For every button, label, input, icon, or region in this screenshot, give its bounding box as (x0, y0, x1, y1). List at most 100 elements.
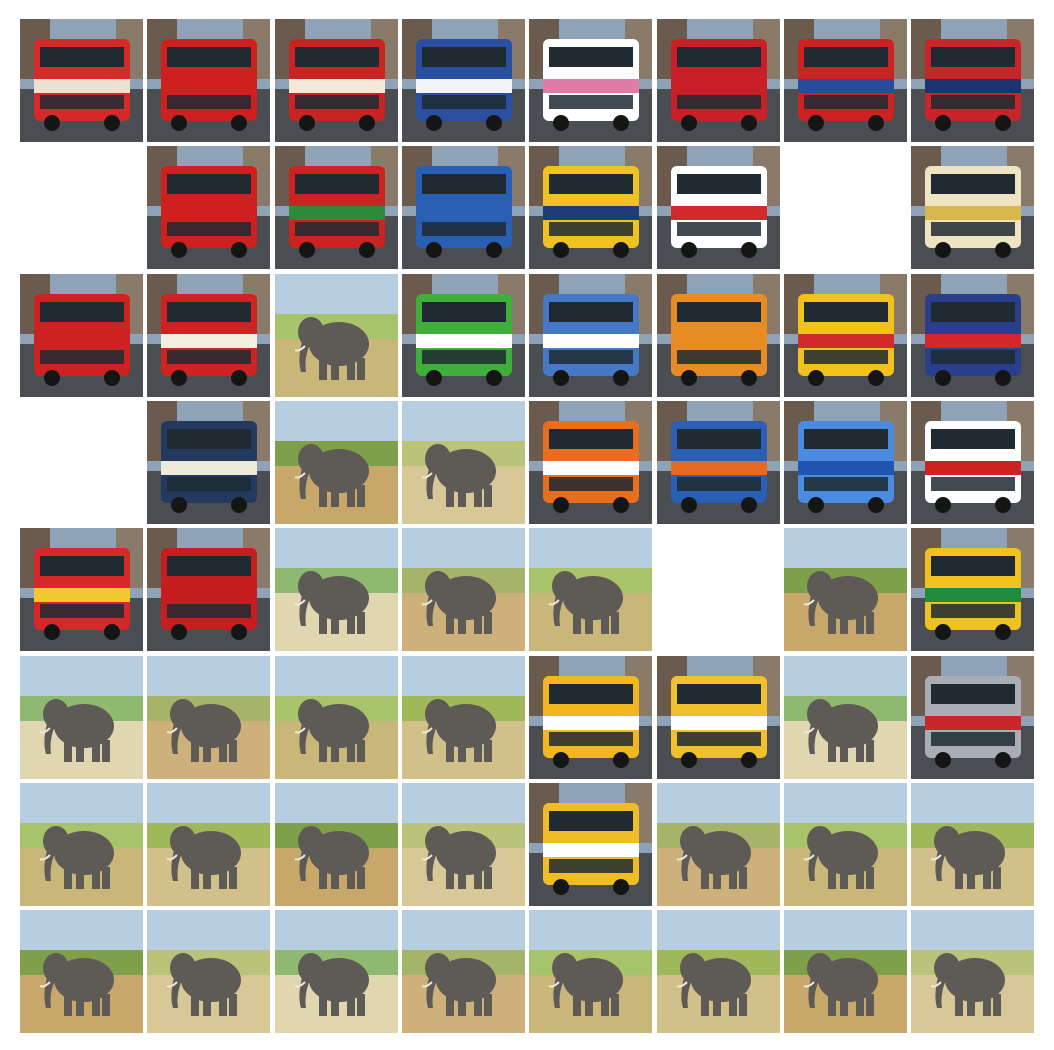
bus-shape (34, 294, 130, 386)
bus-shape (34, 39, 130, 131)
bus-shape (543, 803, 639, 895)
bus-shape (671, 166, 767, 258)
elephant-photo (784, 783, 907, 906)
bus-shape (543, 166, 639, 258)
elephant-photo (275, 910, 398, 1033)
bus-photo (911, 146, 1034, 269)
bus-shape (798, 294, 894, 386)
elephant-shape (425, 571, 496, 634)
bus-photo (657, 656, 780, 779)
bus-photo (657, 146, 780, 269)
bus-photo (147, 19, 270, 142)
bus-shape (289, 39, 385, 131)
elephant-photo (402, 656, 525, 779)
elephant-shape (680, 826, 751, 889)
bus-photo (657, 19, 780, 142)
elephant-shape (680, 953, 751, 1016)
bus-photo (20, 19, 143, 142)
elephant-photo (275, 274, 398, 397)
elephant-photo (20, 656, 143, 779)
elephant-shape (170, 953, 241, 1016)
elephant-photo (402, 528, 525, 651)
elephant-photo (911, 910, 1034, 1033)
bus-photo (147, 146, 270, 269)
elephant-photo (275, 528, 398, 651)
elephant-photo (784, 528, 907, 651)
bus-shape (925, 421, 1021, 513)
elephant-photo (402, 783, 525, 906)
elephant-shape (552, 571, 623, 634)
elephant-shape (807, 826, 878, 889)
bus-shape (671, 294, 767, 386)
elephant-shape (298, 317, 369, 380)
elephant-photo (529, 528, 652, 651)
bus-shape (543, 294, 639, 386)
bus-photo (911, 19, 1034, 142)
bus-photo (911, 656, 1034, 779)
elephant-shape (934, 953, 1005, 1016)
bus-photo (147, 528, 270, 651)
elephant-photo (657, 910, 780, 1033)
bus-photo (784, 401, 907, 524)
elephant-shape (298, 571, 369, 634)
bus-photo (529, 401, 652, 524)
elephant-shape (170, 826, 241, 889)
bus-shape (543, 421, 639, 513)
elephant-photo (275, 656, 398, 779)
bus-shape (34, 548, 130, 640)
elephant-shape (298, 953, 369, 1016)
bus-shape (798, 39, 894, 131)
bus-photo (911, 401, 1034, 524)
bus-photo (784, 274, 907, 397)
elephant-photo (402, 910, 525, 1033)
bus-shape (543, 676, 639, 768)
elephant-shape (298, 699, 369, 762)
bus-photo (911, 528, 1034, 651)
elephant-shape (298, 444, 369, 507)
elephant-shape (170, 699, 241, 762)
bus-photo (657, 274, 780, 397)
elephant-shape (934, 826, 1005, 889)
elephant-shape (43, 953, 114, 1016)
empty-slot (784, 146, 907, 269)
bus-shape (925, 294, 1021, 386)
empty-slot (20, 146, 143, 269)
bus-photo (275, 146, 398, 269)
elephant-photo (275, 783, 398, 906)
bus-shape (925, 676, 1021, 768)
elephant-photo (911, 783, 1034, 906)
bus-shape (671, 39, 767, 131)
elephant-photo (275, 401, 398, 524)
bus-shape (416, 294, 512, 386)
bus-shape (161, 548, 257, 640)
elephant-shape (807, 953, 878, 1016)
bus-photo (529, 783, 652, 906)
bus-shape (416, 39, 512, 131)
bus-shape (798, 421, 894, 513)
bus-photo (275, 19, 398, 142)
bus-photo (402, 274, 525, 397)
elephant-shape (807, 699, 878, 762)
bus-shape (925, 166, 1021, 258)
bus-shape (161, 166, 257, 258)
bus-photo (402, 146, 525, 269)
bus-shape (161, 294, 257, 386)
elephant-shape (43, 826, 114, 889)
elephant-photo (147, 783, 270, 906)
elephant-photo (20, 910, 143, 1033)
bus-photo (529, 19, 652, 142)
empty-slot (20, 401, 143, 524)
elephant-shape (425, 699, 496, 762)
bus-photo (529, 656, 652, 779)
elephant-shape (807, 571, 878, 634)
bus-photo (20, 274, 143, 397)
bus-photo (20, 528, 143, 651)
elephant-photo (657, 783, 780, 906)
bus-shape (161, 421, 257, 513)
bus-shape (543, 39, 639, 131)
bus-shape (925, 548, 1021, 640)
bus-photo (784, 19, 907, 142)
elephant-photo (529, 910, 652, 1033)
bus-shape (671, 676, 767, 768)
bus-photo (529, 146, 652, 269)
